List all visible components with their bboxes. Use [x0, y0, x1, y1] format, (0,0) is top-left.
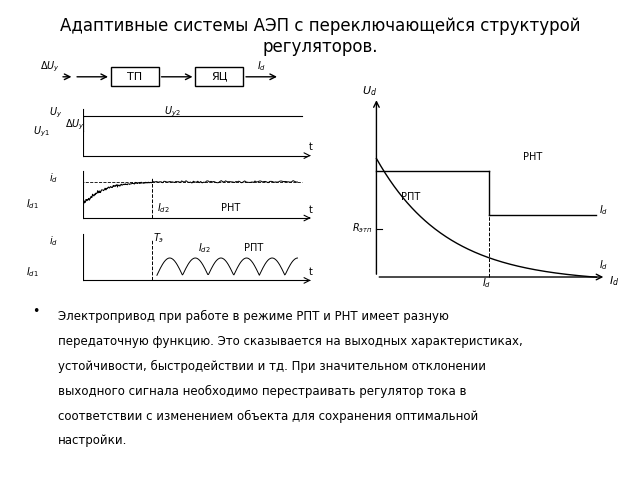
Text: $I_d$: $I_d$ — [481, 276, 491, 290]
Text: $U_{y2}$: $U_{y2}$ — [164, 105, 180, 119]
Text: РПТ: РПТ — [401, 192, 420, 202]
Text: $\Delta U_y$: $\Delta U_y$ — [40, 60, 60, 74]
Text: $I_{d2}$: $I_{d2}$ — [157, 201, 170, 215]
Text: $I_{d1}$: $I_{d1}$ — [26, 197, 38, 211]
Text: $i_d$: $i_d$ — [49, 234, 58, 248]
Text: $I_d$: $I_d$ — [257, 60, 266, 73]
Text: •: • — [32, 305, 40, 318]
Text: устойчивости, быстродействии и тд. При значительном отклонении: устойчивости, быстродействии и тд. При з… — [58, 360, 486, 372]
Text: $U_d$: $U_d$ — [362, 84, 377, 97]
Text: $U_{y1}$: $U_{y1}$ — [33, 124, 49, 139]
Text: $R_{этп}$: $R_{этп}$ — [352, 221, 372, 235]
Text: $I_{d1}$: $I_{d1}$ — [26, 265, 38, 279]
Text: Электропривод при работе в режиме РПТ и РНТ имеет разную: Электропривод при работе в режиме РПТ и … — [58, 310, 449, 323]
Text: $I_d$: $I_d$ — [609, 275, 619, 288]
Text: $I_d$: $I_d$ — [599, 258, 608, 272]
Bar — [111, 67, 159, 86]
Text: настройки.: настройки. — [58, 434, 127, 447]
Text: t: t — [309, 143, 313, 153]
Text: $\Delta U_y$: $\Delta U_y$ — [65, 118, 84, 132]
Text: $U_y$: $U_y$ — [49, 105, 62, 120]
Text: ЯЦ: ЯЦ — [211, 72, 227, 82]
Text: РПТ: РПТ — [244, 243, 264, 253]
Bar — [195, 67, 243, 86]
Text: выходного сигнала необходимо перестраивать регулятор тока в: выходного сигнала необходимо перестраива… — [58, 384, 466, 397]
Text: РНТ: РНТ — [221, 203, 241, 213]
Text: $T_э$: $T_э$ — [154, 231, 164, 244]
Text: $I_{d2}$: $I_{d2}$ — [198, 241, 211, 255]
Text: РНТ: РНТ — [523, 152, 542, 162]
Text: Адаптивные системы АЭП с переключающейся структурой
регуляторов.: Адаптивные системы АЭП с переключающейся… — [60, 17, 580, 56]
Text: t: t — [309, 267, 313, 277]
Text: $i_d$: $i_d$ — [49, 171, 58, 185]
Text: $I_d$: $I_d$ — [599, 203, 608, 216]
Text: ТП: ТП — [127, 72, 142, 82]
Text: соответствии с изменением объекта для сохранения оптимальной: соответствии с изменением объекта для со… — [58, 409, 478, 422]
Text: передаточную функцию. Это сказывается на выходных характеристиках,: передаточную функцию. Это сказывается на… — [58, 335, 522, 348]
Text: t: t — [309, 205, 313, 215]
